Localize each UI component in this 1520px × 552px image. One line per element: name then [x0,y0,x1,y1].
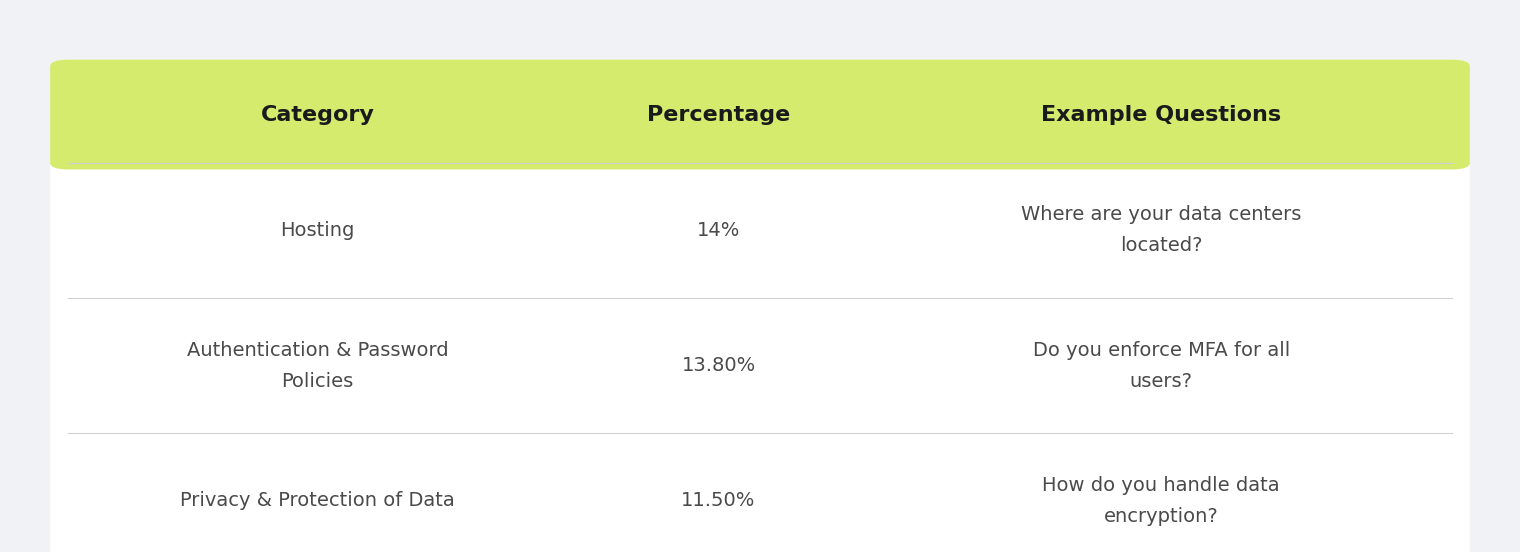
Text: Where are your data centers
located?: Where are your data centers located? [1021,205,1301,256]
Text: 13.80%: 13.80% [681,356,755,375]
Text: Privacy & Protection of Data: Privacy & Protection of Data [179,491,454,511]
Text: 11.50%: 11.50% [681,491,755,511]
FancyBboxPatch shape [50,60,1470,169]
Text: Example Questions: Example Questions [1041,104,1281,125]
FancyBboxPatch shape [50,60,1470,552]
Text: How do you handle data
encryption?: How do you handle data encryption? [1043,476,1280,526]
Text: Category: Category [260,104,374,125]
Text: Percentage: Percentage [648,104,790,125]
Text: Authentication & Password
Policies: Authentication & Password Policies [187,341,448,391]
Text: Hosting: Hosting [280,221,354,240]
Text: Do you enforce MFA for all
users?: Do you enforce MFA for all users? [1032,341,1290,391]
Bar [68,119,1452,163]
Text: 14%: 14% [696,221,740,240]
